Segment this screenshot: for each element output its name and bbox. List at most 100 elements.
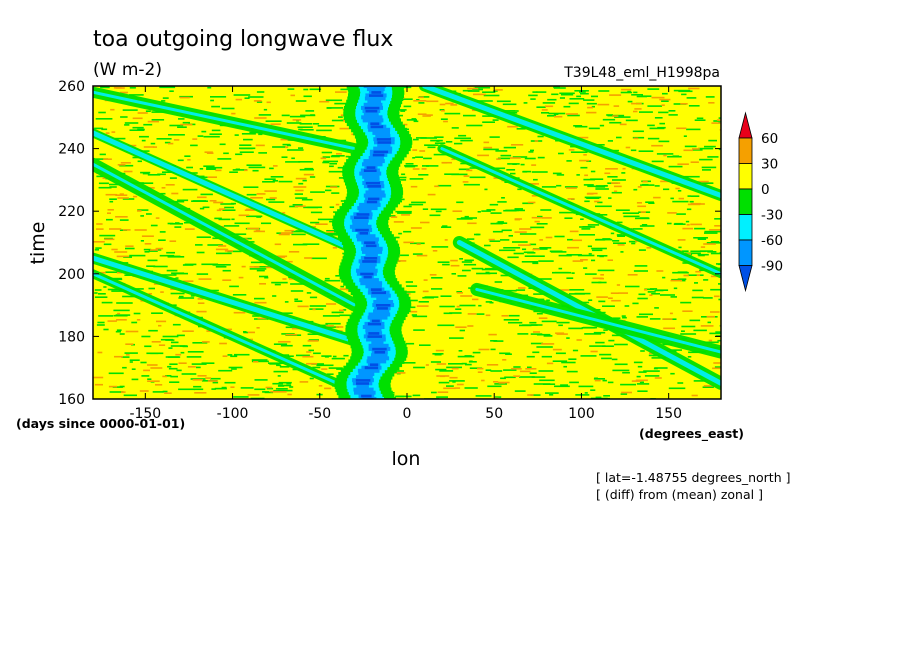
- noise-streak: [668, 165, 683, 168]
- noise-streak: [243, 138, 253, 141]
- noise-streak: [486, 209, 496, 211]
- noise-streak-warm: [335, 326, 344, 328]
- noise-streak: [418, 301, 429, 303]
- noise-streak: [616, 234, 627, 236]
- noise-streak: [611, 191, 622, 194]
- noise-streak-warm: [654, 377, 662, 379]
- noise-streak: [254, 388, 266, 391]
- noise-streak-warm: [224, 250, 233, 252]
- noise-streak: [463, 114, 476, 117]
- noise-streak-warm: [692, 148, 700, 150]
- noise-streak-warm: [144, 243, 152, 245]
- noise-streak: [167, 255, 181, 258]
- noise-streak: [500, 274, 509, 277]
- noise-streak-warm: [179, 96, 190, 99]
- x-tick-label: -100: [217, 406, 249, 422]
- noise-streak: [720, 379, 721, 381]
- noise-streak: [124, 124, 130, 126]
- noise-streak: [551, 93, 559, 96]
- noise-streak: [300, 129, 314, 131]
- noise-streak-warm: [222, 355, 228, 357]
- noise-streak-warm: [222, 279, 232, 281]
- noise-streak: [436, 396, 448, 398]
- noise-streak: [657, 126, 666, 129]
- noise-streak: [536, 333, 551, 336]
- noise-streak: [331, 357, 345, 360]
- noise-streak-warm: [695, 270, 702, 273]
- noise-streak: [531, 171, 548, 173]
- noise-streak: [633, 91, 638, 94]
- noise-streak-warm: [488, 238, 495, 241]
- noise-streak-warm: [450, 259, 458, 262]
- noise-streak: [500, 239, 510, 241]
- noise-streak: [179, 95, 193, 98]
- noise-streak: [256, 269, 265, 272]
- noise-streak-warm: [254, 301, 267, 304]
- column-blue: [373, 300, 394, 304]
- noise-streak: [431, 246, 449, 248]
- noise-streak: [310, 191, 325, 193]
- noise-streak-warm: [544, 105, 554, 108]
- noise-streak-warm: [531, 164, 537, 166]
- noise-streak-warm: [403, 123, 408, 126]
- noise-streak-warm: [462, 181, 469, 183]
- noise-streak: [536, 91, 547, 93]
- noise-streak: [164, 141, 171, 144]
- noise-streak-warm: [423, 279, 428, 281]
- noise-streak: [573, 125, 583, 127]
- noise-streak: [298, 147, 304, 149]
- noise-streak: [530, 149, 534, 152]
- noise-streak: [401, 173, 406, 176]
- noise-streak-warm: [677, 239, 686, 241]
- noise-streak-warm: [160, 291, 164, 293]
- noise-streak: [496, 100, 511, 103]
- noise-streak-warm: [436, 363, 447, 365]
- noise-streak: [103, 243, 112, 246]
- noise-streak: [177, 126, 187, 128]
- noise-streak: [254, 379, 268, 381]
- noise-streak-warm: [691, 394, 698, 397]
- noise-streak: [517, 333, 529, 335]
- noise-streak-warm: [631, 102, 642, 105]
- noise-streak: [182, 121, 190, 124]
- noise-streak: [533, 178, 538, 181]
- noise-streak-warm: [335, 91, 347, 93]
- noise-streak: [216, 252, 232, 255]
- noise-streak-warm: [125, 343, 134, 345]
- noise-streak-warm: [99, 271, 106, 274]
- noise-streak-warm: [416, 243, 421, 245]
- noise-streak-warm: [586, 111, 597, 114]
- noise-streak: [277, 389, 293, 392]
- noise-streak: [177, 159, 184, 162]
- noise-streak: [468, 361, 477, 363]
- column-core: [372, 347, 387, 351]
- noise-streak: [158, 239, 166, 241]
- noise-streak-warm: [294, 205, 306, 208]
- noise-streak-warm: [586, 193, 594, 195]
- noise-streak: [710, 241, 720, 243]
- noise-streak: [302, 344, 312, 347]
- noise-streak: [651, 293, 660, 295]
- noise-streak-warm: [663, 154, 667, 157]
- column-core: [356, 212, 370, 216]
- noise-streak-warm: [519, 228, 532, 230]
- noise-streak: [461, 362, 467, 365]
- noise-streak: [276, 364, 282, 367]
- noise-streak: [598, 90, 610, 92]
- noise-streak: [100, 86, 110, 89]
- noise-streak: [512, 241, 528, 243]
- noise-streak-warm: [534, 140, 539, 142]
- noise-streak: [429, 214, 441, 217]
- noise-streak: [704, 230, 721, 233]
- x-axis-label: lon: [392, 448, 421, 470]
- noise-streak: [340, 285, 344, 288]
- noise-streak: [628, 240, 637, 243]
- noise-streak: [446, 366, 462, 369]
- noise-streak: [223, 152, 229, 155]
- chart-units: (W m-2): [93, 60, 162, 80]
- noise-streak-warm: [565, 113, 578, 115]
- noise-streak: [140, 171, 151, 174]
- noise-streak: [221, 107, 235, 110]
- noise-streak: [574, 292, 591, 295]
- noise-streak: [529, 372, 537, 374]
